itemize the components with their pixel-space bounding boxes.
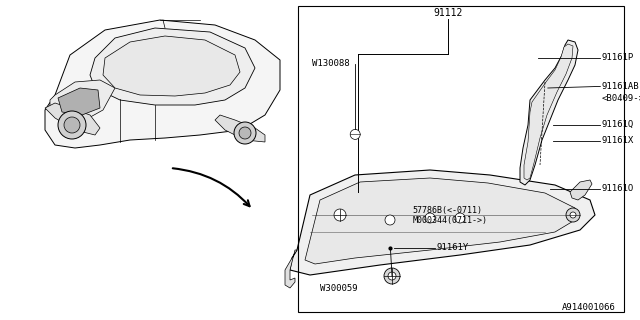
- Text: 91161X: 91161X: [602, 136, 634, 145]
- Polygon shape: [215, 115, 265, 142]
- Circle shape: [64, 117, 80, 133]
- Text: A914001066: A914001066: [562, 303, 616, 312]
- Text: 91112: 91112: [433, 8, 463, 18]
- Polygon shape: [285, 250, 297, 288]
- Circle shape: [455, 213, 465, 223]
- Polygon shape: [50, 80, 115, 120]
- Circle shape: [425, 213, 435, 223]
- Polygon shape: [524, 44, 573, 180]
- Polygon shape: [90, 28, 255, 105]
- Text: M000344(0711->): M000344(0711->): [413, 216, 488, 225]
- Circle shape: [566, 208, 580, 222]
- Circle shape: [385, 215, 395, 225]
- Circle shape: [384, 268, 400, 284]
- Circle shape: [58, 111, 86, 139]
- Bar: [298, 6, 624, 312]
- Polygon shape: [290, 170, 595, 275]
- Text: 91161O: 91161O: [602, 184, 634, 193]
- Polygon shape: [520, 40, 578, 185]
- Text: 91161Q: 91161Q: [602, 120, 634, 129]
- Text: <B0409->: <B0409->: [602, 94, 640, 103]
- Circle shape: [234, 122, 256, 144]
- Circle shape: [350, 129, 360, 140]
- Polygon shape: [570, 180, 592, 200]
- Circle shape: [239, 127, 251, 139]
- Text: W300059: W300059: [321, 284, 358, 293]
- Circle shape: [570, 212, 576, 218]
- Text: 91161Y: 91161Y: [436, 244, 468, 252]
- Circle shape: [334, 209, 346, 221]
- Text: 91161AB: 91161AB: [602, 82, 639, 91]
- Polygon shape: [45, 20, 280, 148]
- Circle shape: [388, 272, 396, 280]
- Polygon shape: [103, 36, 240, 96]
- Text: 57786B(<-0711): 57786B(<-0711): [413, 206, 483, 215]
- Text: 91161P: 91161P: [602, 53, 634, 62]
- Polygon shape: [305, 178, 575, 264]
- Polygon shape: [58, 88, 100, 115]
- Text: W130088: W130088: [312, 60, 350, 68]
- Polygon shape: [45, 103, 100, 135]
